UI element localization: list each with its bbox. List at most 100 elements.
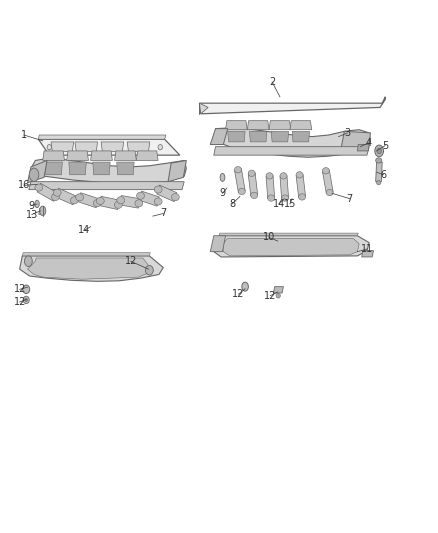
- Polygon shape: [357, 144, 369, 151]
- Ellipse shape: [220, 173, 225, 181]
- Ellipse shape: [23, 296, 29, 304]
- Text: 16: 16: [18, 180, 30, 190]
- Polygon shape: [39, 139, 180, 155]
- Ellipse shape: [376, 158, 382, 163]
- Ellipse shape: [322, 167, 329, 174]
- Text: 10: 10: [263, 232, 275, 243]
- Text: 13: 13: [26, 209, 38, 220]
- Polygon shape: [31, 158, 186, 184]
- Ellipse shape: [51, 193, 59, 200]
- Ellipse shape: [40, 206, 46, 216]
- Ellipse shape: [171, 193, 179, 201]
- Ellipse shape: [282, 195, 289, 201]
- Polygon shape: [28, 258, 149, 279]
- Text: 9: 9: [28, 200, 34, 211]
- Polygon shape: [219, 233, 358, 236]
- Text: 9: 9: [219, 188, 226, 198]
- Ellipse shape: [25, 256, 32, 266]
- Text: 12: 12: [14, 284, 26, 294]
- Ellipse shape: [248, 170, 255, 176]
- Polygon shape: [157, 185, 177, 201]
- Polygon shape: [168, 160, 186, 182]
- Ellipse shape: [114, 201, 122, 208]
- Ellipse shape: [276, 293, 280, 298]
- Ellipse shape: [377, 181, 381, 185]
- Polygon shape: [210, 128, 228, 144]
- Text: 12: 12: [124, 256, 137, 266]
- Ellipse shape: [145, 265, 153, 275]
- Ellipse shape: [299, 194, 306, 200]
- Polygon shape: [136, 151, 158, 160]
- Ellipse shape: [117, 197, 125, 204]
- Ellipse shape: [96, 197, 104, 205]
- Ellipse shape: [23, 285, 30, 294]
- Polygon shape: [280, 175, 289, 198]
- Polygon shape: [67, 151, 88, 160]
- Text: 14: 14: [273, 199, 285, 209]
- Ellipse shape: [154, 198, 162, 205]
- Polygon shape: [290, 120, 312, 130]
- Polygon shape: [51, 142, 74, 151]
- Text: 14: 14: [78, 225, 90, 236]
- Ellipse shape: [137, 192, 145, 199]
- Polygon shape: [45, 162, 62, 175]
- Ellipse shape: [29, 168, 39, 181]
- Ellipse shape: [238, 188, 245, 195]
- Polygon shape: [273, 287, 283, 293]
- Polygon shape: [214, 147, 369, 155]
- Ellipse shape: [266, 173, 273, 179]
- Polygon shape: [69, 162, 86, 175]
- Ellipse shape: [268, 195, 275, 201]
- Polygon shape: [226, 120, 247, 130]
- Ellipse shape: [377, 148, 381, 154]
- Polygon shape: [214, 236, 369, 257]
- Polygon shape: [117, 162, 134, 175]
- Text: 12: 12: [233, 289, 245, 299]
- Polygon shape: [215, 127, 371, 157]
- Polygon shape: [39, 208, 45, 215]
- Polygon shape: [296, 174, 306, 198]
- Text: 12: 12: [14, 297, 26, 307]
- Polygon shape: [199, 97, 385, 114]
- Ellipse shape: [158, 144, 162, 150]
- Text: 2: 2: [269, 77, 275, 87]
- Ellipse shape: [71, 197, 78, 204]
- Ellipse shape: [234, 166, 241, 173]
- Polygon shape: [199, 103, 208, 114]
- Polygon shape: [75, 142, 98, 151]
- Polygon shape: [20, 256, 163, 281]
- Ellipse shape: [93, 199, 101, 207]
- Polygon shape: [29, 182, 184, 190]
- Text: 11: 11: [361, 244, 373, 254]
- Polygon shape: [22, 253, 150, 256]
- Ellipse shape: [154, 186, 162, 193]
- Polygon shape: [235, 169, 245, 192]
- Polygon shape: [271, 131, 289, 142]
- Polygon shape: [37, 183, 57, 201]
- Text: 1: 1: [21, 130, 27, 140]
- Polygon shape: [250, 131, 267, 142]
- Polygon shape: [115, 151, 136, 160]
- Text: 7: 7: [160, 208, 166, 219]
- Ellipse shape: [35, 184, 43, 191]
- Polygon shape: [140, 191, 159, 206]
- Polygon shape: [248, 173, 258, 196]
- Polygon shape: [362, 251, 374, 257]
- Polygon shape: [269, 120, 291, 130]
- Ellipse shape: [135, 200, 143, 207]
- Ellipse shape: [296, 172, 303, 178]
- Text: 6: 6: [381, 170, 387, 180]
- Ellipse shape: [242, 282, 248, 291]
- Polygon shape: [28, 160, 47, 183]
- Polygon shape: [247, 120, 269, 130]
- Text: 12: 12: [264, 290, 276, 301]
- Text: 7: 7: [346, 193, 353, 204]
- Polygon shape: [91, 151, 113, 160]
- Polygon shape: [99, 196, 119, 209]
- Polygon shape: [39, 135, 166, 139]
- Ellipse shape: [375, 145, 384, 157]
- Ellipse shape: [47, 144, 51, 150]
- Text: 4: 4: [365, 138, 371, 148]
- Text: 8: 8: [229, 199, 235, 209]
- Polygon shape: [266, 175, 275, 198]
